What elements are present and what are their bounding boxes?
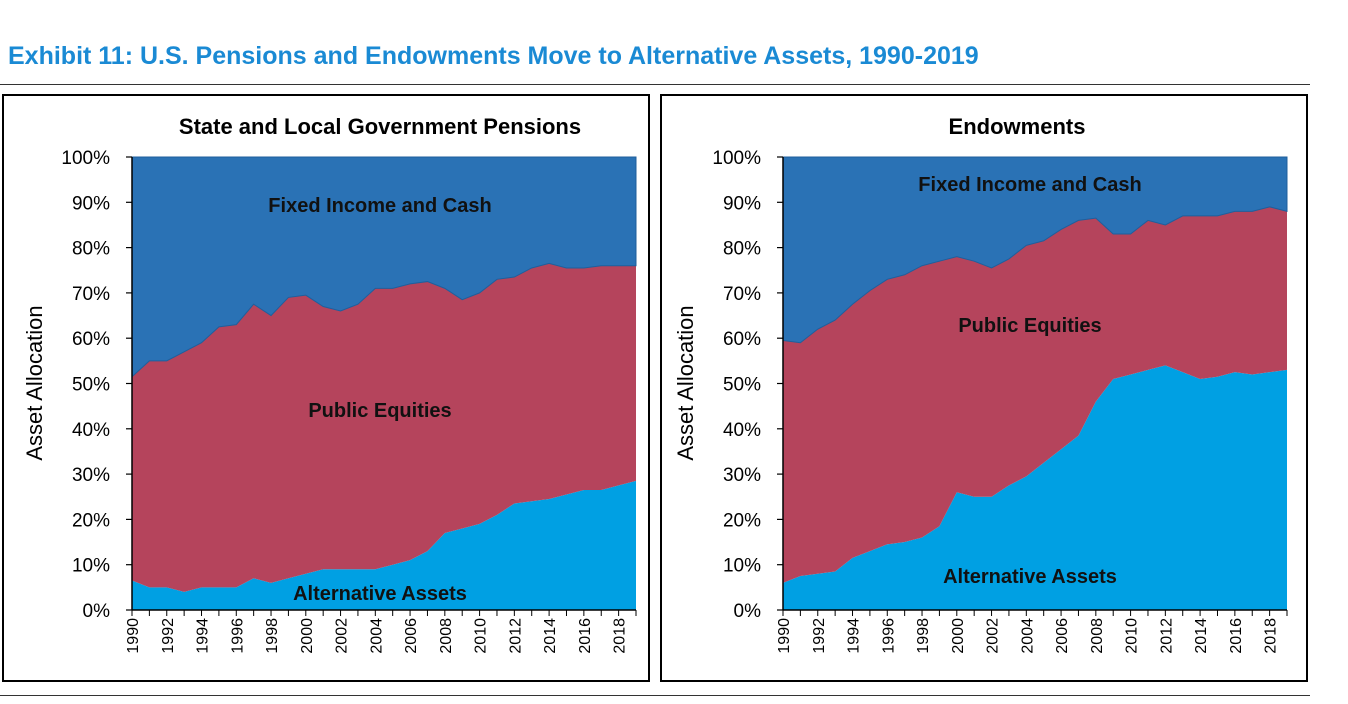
endowments-x-tick-label: 2014: [1193, 618, 1210, 654]
pensions-label-fixed-income-and-cash: Fixed Income and Cash: [268, 195, 491, 217]
pensions-x-tick-label: 1992: [160, 618, 177, 654]
pensions-y-tick-label: 80%: [72, 239, 110, 260]
pensions-y-tick-label: 30%: [72, 465, 110, 486]
pensions-x-tick-label: 1994: [195, 618, 212, 654]
pensions-label-public-equities: Public Equities: [308, 400, 451, 422]
pensions-x-tick-label: 2012: [507, 618, 524, 654]
pensions-y-tick-label: 40%: [72, 420, 110, 441]
endowments-y-tick-label: 70%: [723, 284, 761, 305]
pensions-x-tick-label: 1990: [125, 618, 142, 654]
endowments-x-tick-label: 2000: [950, 618, 967, 654]
pensions-y-tick-label: 50%: [72, 375, 110, 396]
pensions-label-alternative-assets: Alternative Assets: [293, 583, 467, 605]
pensions-x-tick-label: 2004: [368, 618, 385, 654]
endowments-x-tick-label: 1990: [776, 618, 793, 654]
pensions-area-alternative-assets: [132, 480, 636, 610]
pensions-x-tick-label: 2014: [542, 618, 559, 654]
endowments-x-tick-label: 2002: [985, 618, 1002, 654]
endowments-chart-title: Endowments: [949, 114, 1086, 139]
title-rule: [0, 84, 1310, 85]
endowments-x-tick-label: 1994: [846, 618, 863, 654]
endowments-label-alternative-assets: Alternative Assets: [943, 566, 1117, 588]
endowments-x-tick-label: 2006: [1054, 618, 1071, 654]
exhibit-title: Exhibit 11: U.S. Pensions and Endowments…: [8, 42, 979, 70]
endowments-x-tick-label: 1998: [915, 618, 932, 654]
pensions-chart-panel: 0% 10% 20% 30% 40% 50% 60% 70% 80% 90% 100% 1990 199…: [2, 94, 650, 682]
endowments-label-public-equities: Public Equities: [958, 315, 1101, 337]
endowments-y-tick-label: 10%: [723, 556, 761, 577]
pensions-y-axis-label: Asset Allocation: [22, 305, 47, 460]
pensions-area-fixed-income-and-cash: [131, 156, 637, 378]
endowments-x-tick-label: 2018: [1263, 618, 1280, 654]
endowments-y-tick-label: 80%: [723, 239, 761, 260]
endowments-y-tick-label: 90%: [723, 193, 761, 214]
pensions-x-tick-label: 1996: [229, 618, 246, 654]
endowments-x-tick-label: 2016: [1228, 618, 1245, 654]
endowments-chart: 0% 10% 20% 30% 40% 50% 60% 70% 80% 90% 100% 1990 199…: [673, 114, 1288, 654]
pensions-x-tick-label: 2016: [577, 618, 594, 654]
endowments-x-tick-label: 2012: [1158, 618, 1175, 654]
endowments-area-alternative-assets: [783, 365, 1287, 610]
pensions-chart-title: State and Local Government Pensions: [179, 114, 581, 139]
endowments-y-tick-label: 40%: [723, 420, 761, 441]
endowments-y-tick-label: 0%: [734, 601, 762, 622]
endowments-y-tick-label: 20%: [723, 510, 761, 531]
pensions-area-public-equities: [132, 263, 636, 592]
endowments-chart-panel: 0% 10% 20% 30% 40% 50% 60% 70% 80% 90% 100% 1990 199…: [660, 94, 1308, 682]
endowments-x-tick-label: 2010: [1124, 618, 1141, 654]
pensions-y-tick-label: 0%: [83, 601, 111, 622]
pensions-x-tick-label: 1998: [264, 618, 281, 654]
endowments-y-tick-label: 30%: [723, 465, 761, 486]
footer-rule: [0, 695, 1310, 696]
endowments-x-tick-label: 1996: [880, 618, 897, 654]
endowments-x-tick-label: 2008: [1089, 618, 1106, 654]
endowments-area-public-equities: [783, 206, 1287, 583]
pensions-x-tick-label: 2010: [473, 618, 490, 654]
pensions-chart: 0% 10% 20% 30% 40% 50% 60% 70% 80% 90% 100% 1990 199…: [22, 114, 637, 654]
pensions-x-tick-label: 2002: [334, 618, 351, 654]
pensions-y-tick-label: 70%: [72, 284, 110, 305]
endowments-area-fixed-income-and-cash: [782, 156, 1288, 344]
pensions-x-tick-label: 2006: [403, 618, 420, 654]
endowments-y-tick-label: 60%: [723, 329, 761, 350]
endowments-y-tick-label: 50%: [723, 375, 761, 396]
endowments-label-fixed-income-and-cash: Fixed Income and Cash: [918, 174, 1141, 196]
endowments-x-tick-label: 1992: [811, 618, 828, 654]
endowments-y-tick-label: 100%: [712, 148, 761, 169]
endowments-y-axis-label: Asset Allocation: [673, 305, 698, 460]
endowments-x-tick-label: 2004: [1019, 618, 1036, 654]
pensions-y-tick-label: 60%: [72, 329, 110, 350]
pensions-y-tick-label: 90%: [72, 193, 110, 214]
pensions-x-tick-label: 2000: [299, 618, 316, 654]
pensions-y-tick-label: 10%: [72, 556, 110, 577]
pensions-y-tick-label: 20%: [72, 510, 110, 531]
pensions-x-tick-label: 2018: [612, 618, 629, 654]
pensions-x-tick-label: 2008: [438, 618, 455, 654]
pensions-y-tick-label: 100%: [61, 148, 110, 169]
